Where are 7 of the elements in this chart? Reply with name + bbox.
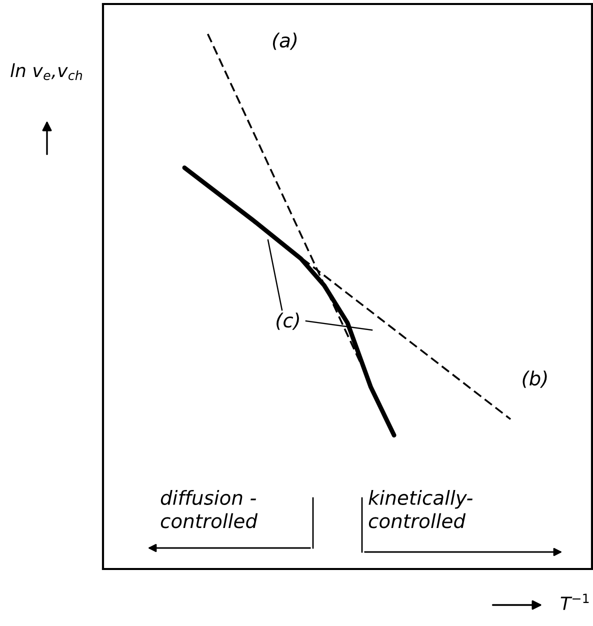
x-axis-title: T$^{−1}$ [560,594,589,610]
annotation: kinetically- controlled [368,490,472,528]
series-label: (b) [522,370,547,388]
y-axis-title: ln v$_{e}$,v$_{ch}$ [10,63,82,80]
legend-label: (c) [276,312,299,330]
text: (a) [272,32,297,50]
annotation: diffusion - controlled [160,490,258,528]
